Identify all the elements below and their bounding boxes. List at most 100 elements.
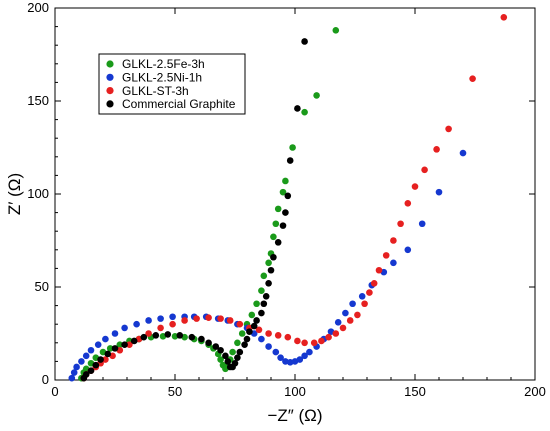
data-point xyxy=(375,266,383,274)
data-point xyxy=(435,188,443,196)
x-axis-title: −Z″ (Ω) xyxy=(267,406,322,425)
data-point xyxy=(349,300,356,308)
data-point xyxy=(282,209,289,216)
data-point xyxy=(334,319,342,326)
data-point xyxy=(279,188,287,196)
data-point xyxy=(421,166,428,174)
data-point xyxy=(445,125,452,133)
data-point xyxy=(130,337,138,345)
legend-marker-commercial-graphite xyxy=(106,100,114,108)
data-point xyxy=(231,359,239,367)
data-point xyxy=(284,333,292,341)
data-point xyxy=(325,333,332,341)
data-point xyxy=(106,345,114,352)
data-point xyxy=(87,367,95,375)
data-point xyxy=(286,157,294,164)
data-point xyxy=(339,324,347,332)
legend-marker-glkl-2-5ni-1h xyxy=(106,73,114,81)
x-axis: 0 50 100 150 200 xyxy=(51,8,546,399)
data-point xyxy=(78,358,85,365)
data-point xyxy=(370,279,378,287)
data-point xyxy=(102,335,109,343)
data-point xyxy=(217,356,224,363)
data-point xyxy=(234,354,241,361)
y-tick-label: 150 xyxy=(27,93,49,108)
data-point xyxy=(265,279,272,287)
data-point xyxy=(140,333,148,341)
legend-label-glkl-2-5ni-1h: GLKL-2.5Ni-1h xyxy=(122,71,202,85)
data-point xyxy=(382,252,390,259)
legend-marker-glkl-st-3h xyxy=(106,87,114,95)
data-point xyxy=(469,75,476,82)
data-point xyxy=(116,341,124,348)
y-axis-title: Z′ (Ω) xyxy=(5,173,24,215)
data-point xyxy=(459,149,467,157)
data-point xyxy=(272,348,280,356)
data-point xyxy=(358,293,366,300)
data-point xyxy=(82,371,90,378)
data-point xyxy=(94,341,102,348)
data-point xyxy=(226,317,234,324)
data-point xyxy=(258,287,265,295)
data-point xyxy=(301,108,308,116)
data-point xyxy=(152,332,160,339)
data-point xyxy=(169,320,176,328)
data-point xyxy=(267,266,275,274)
data-point xyxy=(404,246,412,254)
data-point xyxy=(262,293,270,300)
data-point xyxy=(332,27,340,34)
data-point xyxy=(361,300,368,308)
data-point xyxy=(121,324,128,332)
data-point xyxy=(236,320,244,328)
data-point xyxy=(68,374,76,382)
data-point xyxy=(97,356,104,363)
data-point xyxy=(236,348,244,356)
series-commercial-graphite xyxy=(80,38,308,382)
legend-items: GLKL-2.5Fe-3hGLKL-2.5Ni-1hGLKL-ST-3hComm… xyxy=(106,57,236,111)
data-point xyxy=(272,220,280,228)
data-point xyxy=(111,345,119,352)
data-point xyxy=(260,300,268,308)
data-point xyxy=(342,309,349,317)
data-point xyxy=(241,341,248,348)
data-point xyxy=(354,311,361,319)
y-tick-label: 100 xyxy=(27,186,49,201)
data-point xyxy=(306,348,313,356)
data-point xyxy=(418,220,426,228)
data-point xyxy=(284,192,292,200)
data-point xyxy=(73,363,80,371)
data-point xyxy=(198,335,205,343)
y-tick-label: 0 xyxy=(42,372,49,387)
data-point xyxy=(126,341,133,348)
data-point xyxy=(265,330,272,337)
data-point xyxy=(238,330,246,337)
data-point xyxy=(265,343,272,350)
data-point xyxy=(70,369,78,376)
data-point xyxy=(181,317,188,324)
legend-box xyxy=(98,53,246,115)
data-point xyxy=(313,92,320,99)
data-point xyxy=(258,335,265,343)
data-point xyxy=(277,354,284,361)
data-point xyxy=(260,272,268,280)
legend-marker-glkl-2-5fe-3h xyxy=(106,60,114,68)
y-tick-label: 50 xyxy=(35,279,49,294)
data-point xyxy=(289,144,296,151)
x-tick-label: 50 xyxy=(168,384,182,399)
data-point xyxy=(121,341,128,348)
data-point xyxy=(164,331,172,338)
data-point xyxy=(390,237,397,244)
data-point xyxy=(246,328,253,335)
data-point xyxy=(270,233,277,241)
data-point xyxy=(274,239,282,246)
data-point xyxy=(404,200,412,207)
legend-label-glkl-2-5fe-3h: GLKL-2.5Fe-3h xyxy=(122,57,205,71)
data-point xyxy=(217,346,224,354)
x-tick-label: 200 xyxy=(524,384,546,399)
data-point xyxy=(145,317,152,324)
data-point xyxy=(229,348,236,356)
data-point xyxy=(222,352,229,360)
x-tick-label: 150 xyxy=(404,384,426,399)
data-point xyxy=(433,146,440,153)
data-point xyxy=(224,358,232,365)
